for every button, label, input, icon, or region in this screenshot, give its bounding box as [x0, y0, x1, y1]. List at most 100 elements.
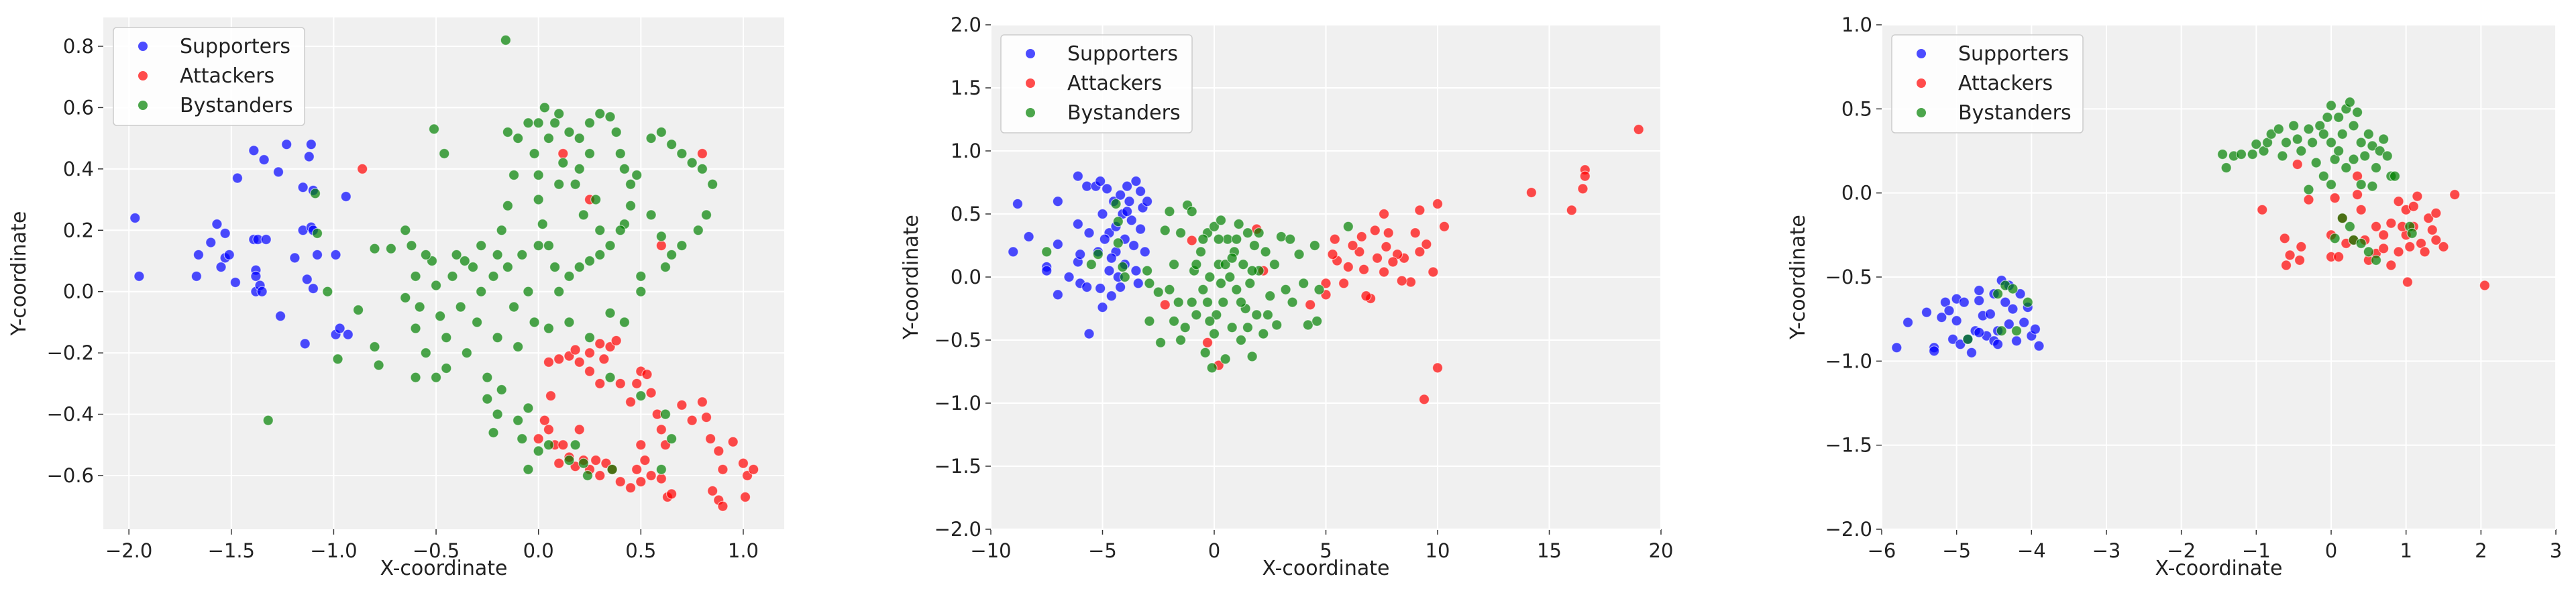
data-point-bystanders: [1186, 296, 1197, 308]
data-point-supporters: [311, 249, 323, 260]
y-tick-label: −1.5: [1825, 434, 1872, 457]
data-point-bystanders: [476, 240, 487, 252]
data-point-bystanders: [467, 262, 479, 273]
data-point-bystanders: [1191, 309, 1202, 321]
x-tick-label: −2.0: [105, 539, 152, 562]
data-point-attackers: [1327, 249, 1338, 260]
data-point-attackers: [700, 412, 712, 423]
data-point-attackers: [1432, 362, 1444, 374]
data-point-supporters: [1958, 296, 1970, 308]
x-tick-label: −1.5: [208, 539, 255, 562]
data-point-supporters: [1126, 215, 1137, 226]
data-point-bystanders: [1285, 233, 1296, 245]
data-point-bystanders: [1309, 239, 1320, 252]
data-point-supporters: [258, 154, 270, 166]
data-point-bystanders: [2318, 170, 2329, 182]
data-point-bystanders: [1298, 278, 1309, 289]
data-point-bystanders: [1258, 328, 1269, 339]
series-bystanders: [262, 34, 718, 482]
data-point-bystanders: [428, 123, 440, 135]
legend-marker-bystanders: [138, 101, 148, 110]
data-point-bystanders: [523, 286, 534, 297]
data-point-supporters: [340, 190, 352, 203]
data-point-supporters: [193, 249, 205, 260]
y-axis-label: Y-coordinate: [1786, 215, 1810, 340]
data-point-supporters: [303, 151, 315, 162]
data-point-bystanders: [496, 225, 507, 236]
x-tick-label: −5: [1942, 539, 1971, 562]
data-point-supporters: [1921, 307, 1933, 318]
data-point-bystanders: [543, 133, 555, 144]
data-point-supporters: [223, 249, 235, 260]
data-point-bystanders: [420, 249, 431, 260]
legend-box: [1000, 34, 1193, 133]
data-point-bystanders: [2355, 137, 2367, 148]
legend-box: [1891, 34, 2084, 133]
data-point-attackers: [574, 356, 585, 368]
data-point-bystanders: [533, 240, 544, 252]
data-point-attackers: [545, 390, 557, 402]
data-point-bystanders: [472, 317, 483, 328]
data-point-supporters: [229, 276, 241, 288]
data-point-bystanders: [2367, 140, 2378, 152]
data-point-bystanders: [1144, 315, 1155, 327]
data-point-supporters: [1075, 249, 1086, 260]
data-point-bystanders: [2235, 148, 2247, 160]
data-point-bystanders: [1112, 237, 1124, 249]
data-point-bystanders: [311, 227, 323, 239]
data-point-bystanders: [594, 225, 606, 236]
data-point-bystanders: [385, 243, 396, 254]
data-point-bystanders: [1235, 296, 1247, 308]
data-point-attackers: [625, 482, 637, 494]
data-point-attackers: [727, 436, 739, 447]
legend: Supporters Attackers Bystanders: [113, 27, 305, 126]
data-point-attackers: [1338, 278, 1350, 289]
data-point-attackers: [2412, 190, 2423, 202]
data-point-bystanders: [1220, 259, 1231, 270]
data-point-bystanders: [574, 262, 585, 273]
data-point-attackers: [713, 445, 724, 457]
data-point-attackers: [614, 378, 626, 389]
data-point-bystanders: [2355, 179, 2367, 190]
x-tick-label: 0.0: [523, 539, 554, 562]
data-point-bystanders: [529, 317, 540, 328]
data-point-supporters: [1008, 246, 1019, 258]
data-point-bystanders: [2296, 145, 2307, 157]
data-point-supporters: [1974, 327, 1985, 338]
data-point-supporters: [219, 227, 231, 239]
data-point-bystanders: [1110, 198, 1122, 210]
data-point-bystanders: [1119, 271, 1130, 283]
y-tick-label: 1.5: [951, 76, 981, 99]
data-point-bystanders: [619, 317, 630, 328]
data-point-bystanders: [1226, 322, 1238, 333]
data-point-bystanders: [1204, 271, 1216, 283]
data-point-bystanders: [1246, 351, 1258, 362]
data-point-bystanders: [1226, 252, 1238, 264]
data-point-supporters: [2033, 340, 2045, 351]
data-point-bystanders: [2363, 128, 2374, 140]
data-point-bystanders: [369, 243, 380, 254]
data-point-attackers: [1414, 246, 1426, 258]
data-point-attackers: [635, 476, 647, 488]
data-point-bystanders: [2355, 237, 2367, 249]
data-point-supporters: [1099, 233, 1110, 245]
data-point-bystanders: [631, 169, 643, 181]
data-point-bystanders: [332, 353, 343, 365]
data-point-attackers: [2333, 251, 2345, 263]
data-point-attackers: [1579, 170, 1591, 182]
legend-marker-supporters: [1917, 49, 1926, 58]
data-point-attackers: [631, 464, 643, 475]
data-point-attackers: [1633, 123, 1644, 135]
data-point-attackers: [553, 353, 565, 365]
data-point-bystanders: [645, 209, 657, 221]
x-tick-label: 3: [2550, 539, 2562, 562]
data-point-attackers: [1566, 205, 1577, 216]
data-point-bystanders: [696, 163, 708, 174]
data-point-bystanders: [513, 415, 524, 426]
data-point-attackers: [2430, 207, 2442, 219]
data-point-attackers: [686, 415, 698, 426]
data-point-supporters: [1984, 309, 1996, 320]
data-point-bystanders: [2265, 128, 2277, 140]
data-point-bystanders: [606, 464, 618, 475]
data-point-bystanders: [1208, 328, 1220, 339]
